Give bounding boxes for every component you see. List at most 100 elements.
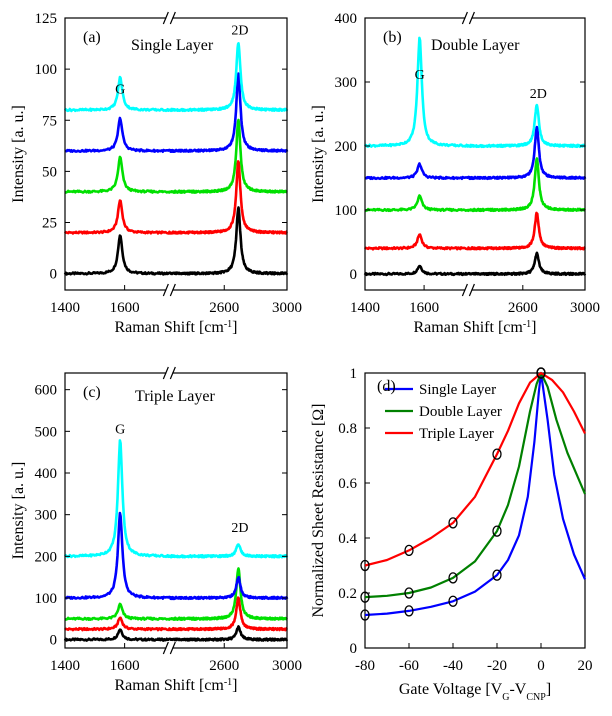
data-marker	[404, 587, 414, 599]
axis-break-mark	[162, 641, 169, 655]
axis-break-mark	[468, 283, 475, 297]
panel-label: (a)	[83, 29, 101, 46]
peak-label: 2D	[530, 87, 547, 102]
data-marker	[360, 609, 370, 621]
x-tick-label: -20	[487, 658, 507, 674]
peak-label: G	[415, 68, 425, 83]
plot-frame	[64, 17, 288, 291]
x-label-part: Gate Voltage [V	[399, 681, 503, 698]
x-label-sub: CNP	[526, 692, 546, 703]
panel-d-sheet-resistance: -80 -60 -40 -20 0 20 0 0.2 0.4 0.6 0.8 1 Single Laye…	[310, 366, 593, 703]
axis-break-mark	[162, 11, 169, 25]
x-tick-label: 0	[537, 658, 545, 674]
resistance-line-1	[364, 371, 587, 599]
spectrum-line-4	[363, 36, 587, 149]
data-marker	[448, 595, 458, 607]
x-tick-label: 1400	[50, 300, 80, 316]
axis-break-gap	[166, 283, 173, 297]
spectrum-line-1	[63, 160, 288, 235]
data-marker	[404, 605, 414, 617]
spectrum-line-4	[63, 41, 289, 113]
y-tick-label: 0	[350, 641, 358, 657]
y-tick-label: 600	[35, 383, 58, 399]
panel-b-double-layer-raman: 0 100 200 300 400 1400 1600 2600 3000 Raman Shift…	[310, 11, 600, 336]
axis-break-gap	[465, 283, 472, 297]
x-tick-label: 1400	[350, 300, 380, 316]
x-tick-label: 1400	[50, 658, 80, 674]
spectrum-line-2	[64, 567, 288, 622]
axis-break-mark	[169, 641, 176, 655]
peak-label: G	[115, 422, 125, 437]
y-tick-label: 0.4	[338, 531, 357, 547]
x-label-part: -V	[509, 681, 526, 698]
y-tick-label: 1	[350, 366, 358, 382]
spectrum-line-2	[64, 118, 288, 194]
x-label-part: ]	[546, 681, 551, 698]
spectrum-line-4	[63, 439, 289, 559]
data-marker	[492, 525, 502, 537]
x-tick-label: 3000	[272, 658, 302, 674]
legend-label: Single Layer	[419, 382, 496, 398]
panel-title: Double Layer	[431, 37, 520, 54]
axis-break-mark	[169, 283, 176, 297]
data-marker	[360, 591, 370, 603]
y-tick-label: 100	[35, 591, 58, 607]
spectrum-line-0	[363, 251, 587, 277]
data-marker	[492, 448, 502, 460]
x-axis-label-superscript: -1	[523, 319, 531, 330]
panel-a-single-layer-raman: 0 25 50 75 100 125 1400 1600 2600 3000 Raman Shift…	[10, 11, 302, 336]
x-tick-label: 1600	[409, 300, 439, 316]
x-tick-label: -40	[443, 658, 463, 674]
x-axis-label: Raman Shift [cm-1]	[115, 319, 238, 337]
data-marker	[404, 544, 414, 557]
panel-c-triple-layer-raman: 0 100 200 300 400 500 600 1400 1600 2600 3000 Raman…	[10, 366, 302, 694]
spectrum-line-2	[364, 157, 586, 213]
y-tick-label: 200	[335, 139, 358, 155]
y-tick-label: 300	[335, 75, 358, 91]
y-tick-label: 125	[35, 11, 58, 27]
spectrum-line-3	[364, 125, 587, 181]
peak-label: G	[115, 83, 125, 98]
axis-break-gap	[166, 366, 173, 380]
spectrum-line-3	[64, 511, 289, 601]
spectrum-line-3	[64, 72, 289, 153]
y-tick-label: 200	[35, 549, 58, 565]
data-marker	[492, 569, 502, 581]
x-axis-label: Gate Voltage [VG-VCNP]	[399, 681, 551, 703]
y-tick-label: 75	[42, 113, 57, 129]
y-axis-label: Normalized Sheet Resistance [Ω]	[310, 403, 327, 617]
y-tick-label: 300	[35, 508, 58, 524]
spectrum-line-1	[63, 596, 288, 632]
axis-break-mark	[461, 283, 468, 297]
y-tick-label: 500	[35, 424, 58, 440]
panel-title: Single Layer	[131, 37, 214, 54]
peak-label: 2D	[231, 521, 248, 536]
panel-label: (c)	[83, 384, 101, 401]
axis-break-mark	[162, 283, 169, 297]
y-tick-label: 100	[35, 62, 58, 78]
x-axis-label: Raman Shift [cm-1]	[414, 319, 537, 337]
spectrum-line-1	[363, 211, 586, 251]
peak-label: 2D	[231, 23, 248, 38]
resistance-line-2	[364, 371, 586, 567]
y-tick-label: 50	[42, 164, 57, 180]
y-tick-label: 0	[50, 633, 58, 649]
legend-label: Double Layer	[419, 404, 502, 420]
axis-break-mark	[162, 366, 169, 380]
y-tick-label: 0.8	[338, 421, 357, 437]
legend-label: Triple Layer	[419, 426, 494, 442]
axis-break-gap	[166, 11, 173, 25]
axis-break-mark	[461, 11, 468, 25]
y-axis-label: Intensity [a. u.]	[10, 105, 27, 203]
plot-frame	[364, 17, 586, 291]
y-tick-label: 400	[35, 466, 58, 482]
x-tick-label: 2600	[209, 300, 239, 316]
axis-break-mark	[169, 11, 176, 25]
x-tick-label: 3000	[570, 300, 600, 316]
x-axis-label-superscript: -1	[224, 677, 232, 688]
x-tick-label: 20	[578, 658, 593, 674]
x-tick-label: 1600	[110, 300, 140, 316]
panel-label: (d)	[377, 378, 396, 395]
axis-break-gap	[166, 641, 173, 655]
y-tick-label: 0	[50, 267, 58, 283]
